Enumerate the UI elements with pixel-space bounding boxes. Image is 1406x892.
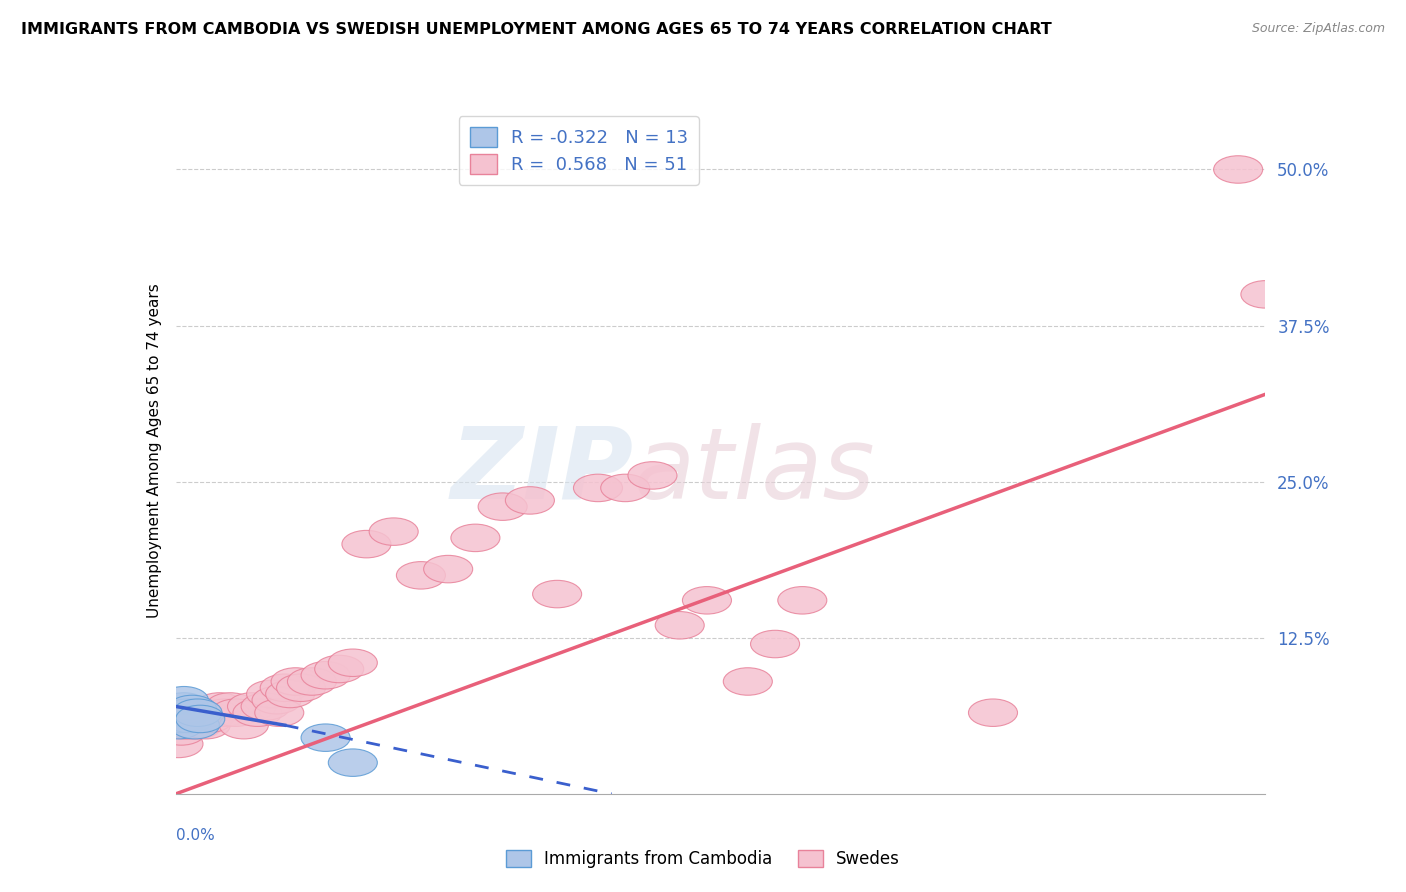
Ellipse shape xyxy=(211,699,260,726)
Ellipse shape xyxy=(370,518,418,545)
Ellipse shape xyxy=(655,612,704,639)
Ellipse shape xyxy=(155,731,202,757)
Ellipse shape xyxy=(778,587,827,614)
Ellipse shape xyxy=(254,699,304,726)
Ellipse shape xyxy=(315,656,364,682)
Ellipse shape xyxy=(162,699,211,726)
Ellipse shape xyxy=(451,524,501,551)
Ellipse shape xyxy=(184,706,233,732)
Ellipse shape xyxy=(423,556,472,582)
Ellipse shape xyxy=(246,681,295,707)
Ellipse shape xyxy=(723,668,772,695)
Ellipse shape xyxy=(159,687,208,714)
Ellipse shape xyxy=(155,712,202,739)
Ellipse shape xyxy=(156,706,205,732)
Ellipse shape xyxy=(252,687,301,714)
Text: ZIP: ZIP xyxy=(450,423,633,519)
Ellipse shape xyxy=(329,749,377,776)
Ellipse shape xyxy=(181,712,231,739)
Ellipse shape xyxy=(165,706,214,732)
Ellipse shape xyxy=(329,649,377,676)
Ellipse shape xyxy=(159,693,208,720)
Ellipse shape xyxy=(176,706,225,732)
Ellipse shape xyxy=(478,493,527,520)
Ellipse shape xyxy=(159,712,208,739)
Ellipse shape xyxy=(170,706,219,732)
Ellipse shape xyxy=(301,724,350,751)
Ellipse shape xyxy=(1241,281,1289,308)
Ellipse shape xyxy=(165,712,214,739)
Legend: R = -0.322   N = 13, R =  0.568   N = 51: R = -0.322 N = 13, R = 0.568 N = 51 xyxy=(458,116,699,185)
Ellipse shape xyxy=(228,693,277,720)
Ellipse shape xyxy=(628,462,678,489)
Legend: Immigrants from Cambodia, Swedes: Immigrants from Cambodia, Swedes xyxy=(499,843,907,875)
Ellipse shape xyxy=(396,562,446,589)
Ellipse shape xyxy=(277,674,326,701)
Ellipse shape xyxy=(205,693,254,720)
Ellipse shape xyxy=(173,712,222,739)
Ellipse shape xyxy=(233,699,283,726)
Ellipse shape xyxy=(219,712,269,739)
Ellipse shape xyxy=(167,695,217,723)
Text: atlas: atlas xyxy=(633,423,875,519)
Ellipse shape xyxy=(156,718,205,745)
Ellipse shape xyxy=(200,699,249,726)
Ellipse shape xyxy=(1213,156,1263,183)
Ellipse shape xyxy=(260,674,309,701)
Ellipse shape xyxy=(176,706,225,732)
Ellipse shape xyxy=(969,699,1018,726)
Ellipse shape xyxy=(600,475,650,501)
Text: 0.0%: 0.0% xyxy=(176,828,215,843)
Ellipse shape xyxy=(156,699,205,726)
Ellipse shape xyxy=(179,699,228,726)
Ellipse shape xyxy=(342,531,391,558)
Ellipse shape xyxy=(682,587,731,614)
Ellipse shape xyxy=(195,693,243,720)
Ellipse shape xyxy=(301,662,350,689)
Ellipse shape xyxy=(167,699,217,726)
Ellipse shape xyxy=(173,699,222,726)
Ellipse shape xyxy=(574,475,623,501)
Ellipse shape xyxy=(170,712,219,739)
Ellipse shape xyxy=(271,668,321,695)
Ellipse shape xyxy=(266,681,315,707)
Ellipse shape xyxy=(190,699,239,726)
Y-axis label: Unemployment Among Ages 65 to 74 years: Unemployment Among Ages 65 to 74 years xyxy=(146,283,162,618)
Ellipse shape xyxy=(533,581,582,607)
Text: IMMIGRANTS FROM CAMBODIA VS SWEDISH UNEMPLOYMENT AMONG AGES 65 TO 74 YEARS CORRE: IMMIGRANTS FROM CAMBODIA VS SWEDISH UNEM… xyxy=(21,22,1052,37)
Ellipse shape xyxy=(162,706,211,732)
Ellipse shape xyxy=(287,668,336,695)
Ellipse shape xyxy=(751,631,800,657)
Ellipse shape xyxy=(242,693,290,720)
Text: Source: ZipAtlas.com: Source: ZipAtlas.com xyxy=(1251,22,1385,36)
Ellipse shape xyxy=(505,487,554,514)
